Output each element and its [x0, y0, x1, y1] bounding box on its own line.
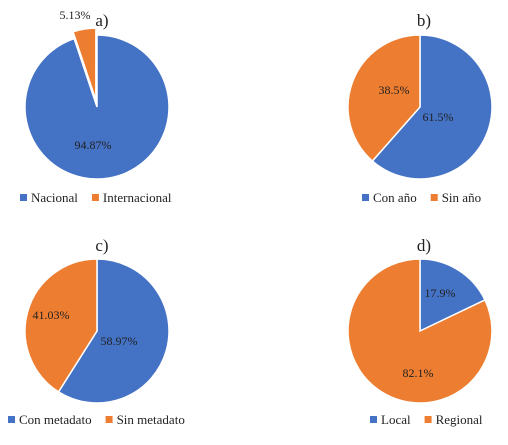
legend-label: Sin año [442, 190, 481, 205]
data-label: 58.97% [101, 334, 138, 348]
legend-swatch [424, 416, 432, 423]
legend-swatch [105, 416, 113, 423]
legend-label: Nacional [31, 190, 78, 205]
chart-title: d) [417, 236, 431, 255]
legend-swatch [8, 416, 15, 423]
pie-chart-4: d) 17.9% 82.1% Local Regional [347, 236, 493, 427]
legend-swatch [370, 416, 377, 423]
legend-swatch [362, 194, 369, 201]
data-label: 5.13% [60, 8, 91, 22]
data-label: 82.1% [403, 366, 434, 380]
pie-slice-con-metadato [57, 258, 170, 404]
pie-slice-regional [347, 258, 493, 404]
legend-label: Sin metadato [117, 412, 185, 427]
data-label: 17.9% [425, 286, 456, 300]
legend-label: Local [381, 412, 411, 427]
pie-slice-sin-año [347, 34, 421, 163]
chart-title: c) [95, 236, 108, 255]
pie-chart-2: b) 61.5% 38.5% Con año Sin año [347, 11, 493, 205]
chart-title: a) [95, 11, 108, 30]
pie-slice-local [419, 258, 486, 333]
pie-slice-con-año [371, 34, 493, 180]
pie-chart-1: a) 94.87% 5.13% Nacional Internacional [20, 8, 172, 205]
legend-label: Internacional [103, 190, 172, 205]
legend-label: Con año [373, 190, 417, 205]
data-label: 38.5% [379, 83, 410, 97]
pie-slice-sin-metadato [24, 258, 98, 393]
legend-label: Con metadato [19, 412, 92, 427]
pie-slice-nacional [24, 34, 170, 180]
legend-swatch [91, 194, 99, 201]
legend-swatch [430, 194, 438, 201]
pie-slice-internacional [72, 27, 97, 101]
legend-swatch [20, 194, 27, 201]
data-label: 94.87% [75, 138, 112, 152]
pie-chart-3: c) 58.97% 41.03% Con metadato Sin metadato [8, 236, 185, 427]
legend-label: Regional [436, 412, 483, 427]
data-label: 61.5% [423, 110, 454, 124]
data-label: 41.03% [33, 308, 70, 322]
chart-title: b) [417, 11, 431, 30]
